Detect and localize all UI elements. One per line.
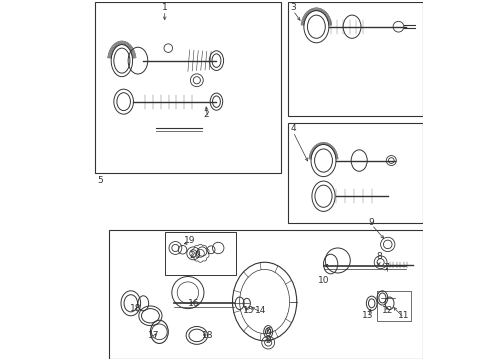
Text: 12: 12 [382, 306, 393, 315]
Text: 20: 20 [189, 251, 201, 260]
Text: 16: 16 [188, 299, 199, 308]
Text: 19: 19 [184, 237, 196, 246]
Text: 18: 18 [130, 304, 142, 313]
Text: 15: 15 [243, 306, 254, 315]
Text: 9: 9 [265, 336, 271, 345]
Text: 6: 6 [265, 327, 271, 336]
Text: 8: 8 [376, 252, 382, 261]
Text: 17: 17 [148, 331, 160, 340]
Text: 11: 11 [398, 311, 410, 320]
Text: 3: 3 [290, 3, 296, 12]
Text: 1: 1 [162, 3, 168, 12]
Text: 2: 2 [203, 110, 209, 119]
Text: 4: 4 [291, 124, 296, 133]
Text: 14: 14 [255, 306, 267, 315]
Text: 5: 5 [98, 176, 103, 185]
Text: 9: 9 [369, 219, 374, 228]
Text: 7: 7 [383, 263, 389, 272]
Text: 18: 18 [202, 331, 213, 340]
Text: 13: 13 [363, 311, 374, 320]
Text: 10: 10 [318, 276, 329, 285]
